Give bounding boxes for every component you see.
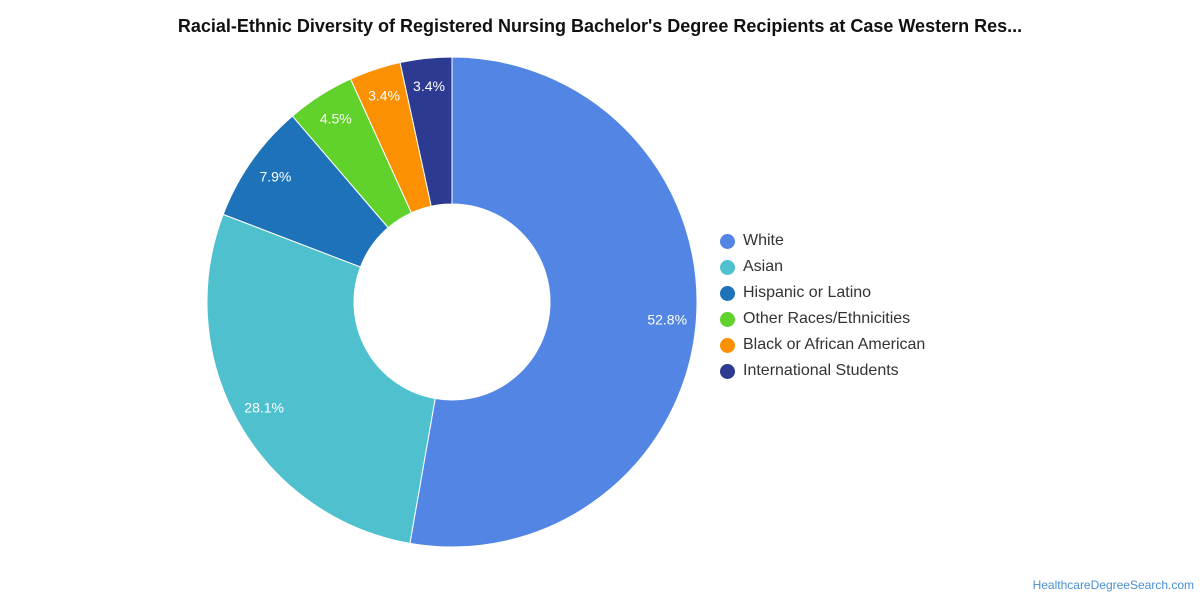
slice-label: 3.4% <box>413 78 445 94</box>
slice-white[interactable] <box>409 56 698 548</box>
slice-label: 4.5% <box>320 111 352 127</box>
slice-label: 52.8% <box>647 311 687 327</box>
chart-legend: White Asian Hispanic or Latino Other Races/… <box>720 228 925 384</box>
slice-label: 7.9% <box>259 168 291 184</box>
slice-label: 28.1% <box>244 399 284 415</box>
slice-international-students[interactable] <box>399 56 453 207</box>
legend-label: Black or African American <box>743 336 926 353</box>
legend-marker <box>720 337 735 353</box>
legend-marker <box>720 285 735 301</box>
legend-label: Asian <box>743 258 784 275</box>
legend-label: White <box>743 232 784 249</box>
legend-label: International Students <box>743 362 899 379</box>
legend-item[interactable]: International Students <box>720 358 925 384</box>
legend-item[interactable]: Other Races/Ethnicities <box>720 306 925 332</box>
legend-item[interactable]: Asian <box>720 254 925 280</box>
slice-asian[interactable] <box>206 213 436 544</box>
legend-item[interactable]: White <box>720 228 925 254</box>
source-credit[interactable]: HealthcareDegreeSearch.com <box>1032 578 1194 592</box>
legend-marker <box>720 363 735 379</box>
legend-marker <box>720 259 735 275</box>
chart-title: Racial-Ethnic Diversity of Registered Nu… <box>177 16 1023 36</box>
legend-marker <box>720 311 735 327</box>
legend-item[interactable]: Hispanic or Latino <box>720 280 925 306</box>
legend-item[interactable]: Black or African American <box>720 332 925 358</box>
slice-label: 3.4% <box>368 88 400 104</box>
legend-marker <box>720 233 735 249</box>
legend-label: Other Races/Ethnicities <box>743 310 911 327</box>
legend-label: Hispanic or Latino <box>743 284 872 301</box>
